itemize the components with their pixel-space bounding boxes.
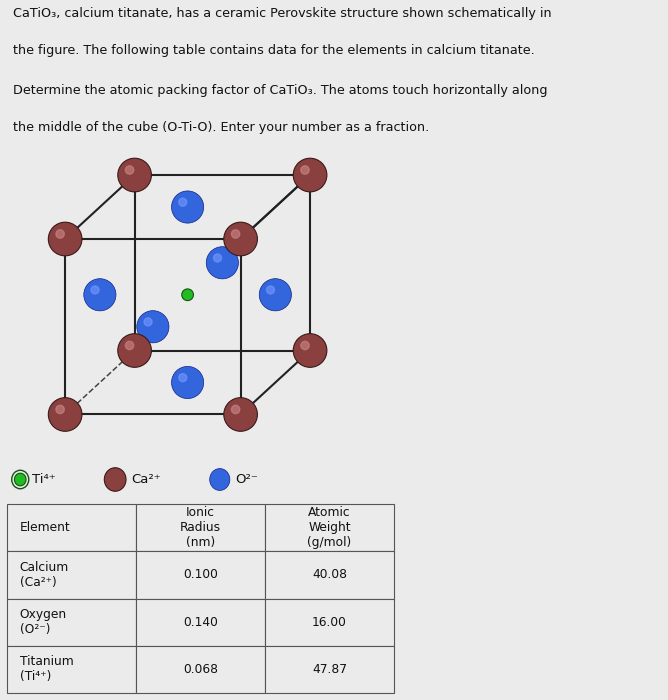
Circle shape: [293, 158, 327, 192]
Circle shape: [206, 246, 238, 279]
Circle shape: [179, 198, 187, 206]
Circle shape: [15, 473, 26, 486]
Text: O²⁻: O²⁻: [235, 473, 258, 486]
Circle shape: [172, 366, 204, 398]
Circle shape: [224, 222, 257, 256]
Text: the middle of the cube (O-Ti-O). Enter your number as a fraction.: the middle of the cube (O-Ti-O). Enter y…: [13, 121, 430, 134]
Circle shape: [267, 286, 275, 294]
Circle shape: [179, 374, 187, 382]
Circle shape: [214, 254, 222, 262]
Circle shape: [48, 398, 82, 431]
Circle shape: [84, 279, 116, 311]
Circle shape: [231, 230, 240, 238]
Circle shape: [104, 468, 126, 491]
Text: Ti⁴⁺: Ti⁴⁺: [32, 473, 55, 486]
Text: CaTiO₃, calcium titanate, has a ceramic Perovskite structure shown schematically: CaTiO₃, calcium titanate, has a ceramic …: [13, 7, 552, 20]
Circle shape: [118, 334, 152, 368]
Circle shape: [48, 222, 82, 256]
Text: Determine the atomic packing factor of CaTiO₃. The atoms touch horizontally alon: Determine the atomic packing factor of C…: [13, 84, 548, 97]
Circle shape: [182, 289, 194, 300]
Circle shape: [224, 398, 257, 431]
Circle shape: [91, 286, 99, 294]
Circle shape: [56, 230, 64, 238]
Circle shape: [126, 342, 134, 350]
Circle shape: [172, 191, 204, 223]
Circle shape: [259, 279, 291, 311]
Circle shape: [293, 334, 327, 368]
Circle shape: [301, 166, 309, 174]
Circle shape: [137, 311, 169, 343]
Circle shape: [118, 158, 152, 192]
Circle shape: [144, 318, 152, 326]
Circle shape: [126, 166, 134, 174]
Text: Ca²⁺: Ca²⁺: [132, 473, 161, 486]
Circle shape: [301, 342, 309, 350]
Circle shape: [210, 468, 230, 491]
Circle shape: [56, 405, 64, 414]
Text: the figure. The following table contains data for the elements in calcium titana: the figure. The following table contains…: [13, 44, 535, 57]
Circle shape: [231, 405, 240, 414]
